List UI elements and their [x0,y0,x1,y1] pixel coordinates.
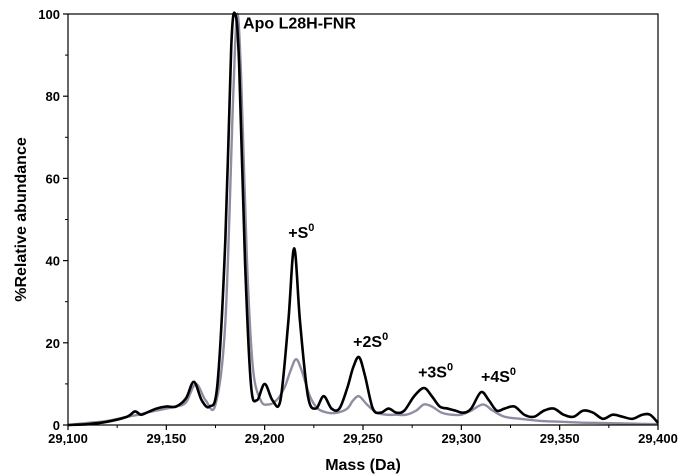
series-layer [67,11,659,427]
peak-label: Apo L28H-FNR [243,15,356,32]
peak-label: +S0 [288,222,314,242]
x-tick-label: 29,250 [343,431,383,446]
y-tick-label: 80 [46,89,60,104]
y-axis-title: %Relative abundance [13,137,30,302]
y-axis: 0 20 40 60 80 100 [38,7,68,433]
plot-area [67,11,659,427]
x-tick-label: 29,100 [48,431,88,446]
peak-label: +4S0 [481,366,516,386]
x-axis-title: Mass (Da) [325,457,401,474]
y-tick-label: 20 [46,336,60,351]
x-tick-label: 29,400 [638,431,678,446]
peak-annotations: Apo L28H-FNR +S0 +2S0 +3S0 +4S0 [243,15,516,385]
y-tick-label: 40 [46,254,60,269]
y-tick-label: 60 [46,171,60,186]
x-tick-label: 29,350 [540,431,580,446]
series-line-2 [67,12,659,427]
x-axis: 29,100 29,150 29,200 29,250 29,300 29,350 29,4… [48,425,678,446]
x-tick-label: 29,200 [245,431,285,446]
x-tick-label: 29,150 [146,431,186,446]
x-tick-label: 29,300 [441,431,481,446]
y-tick-label: 0 [53,418,60,433]
y-tick-label: 100 [38,7,60,22]
peak-label: +3S0 [418,362,453,382]
peak-label: +2S0 [353,331,388,351]
series-line-1 [67,11,659,427]
